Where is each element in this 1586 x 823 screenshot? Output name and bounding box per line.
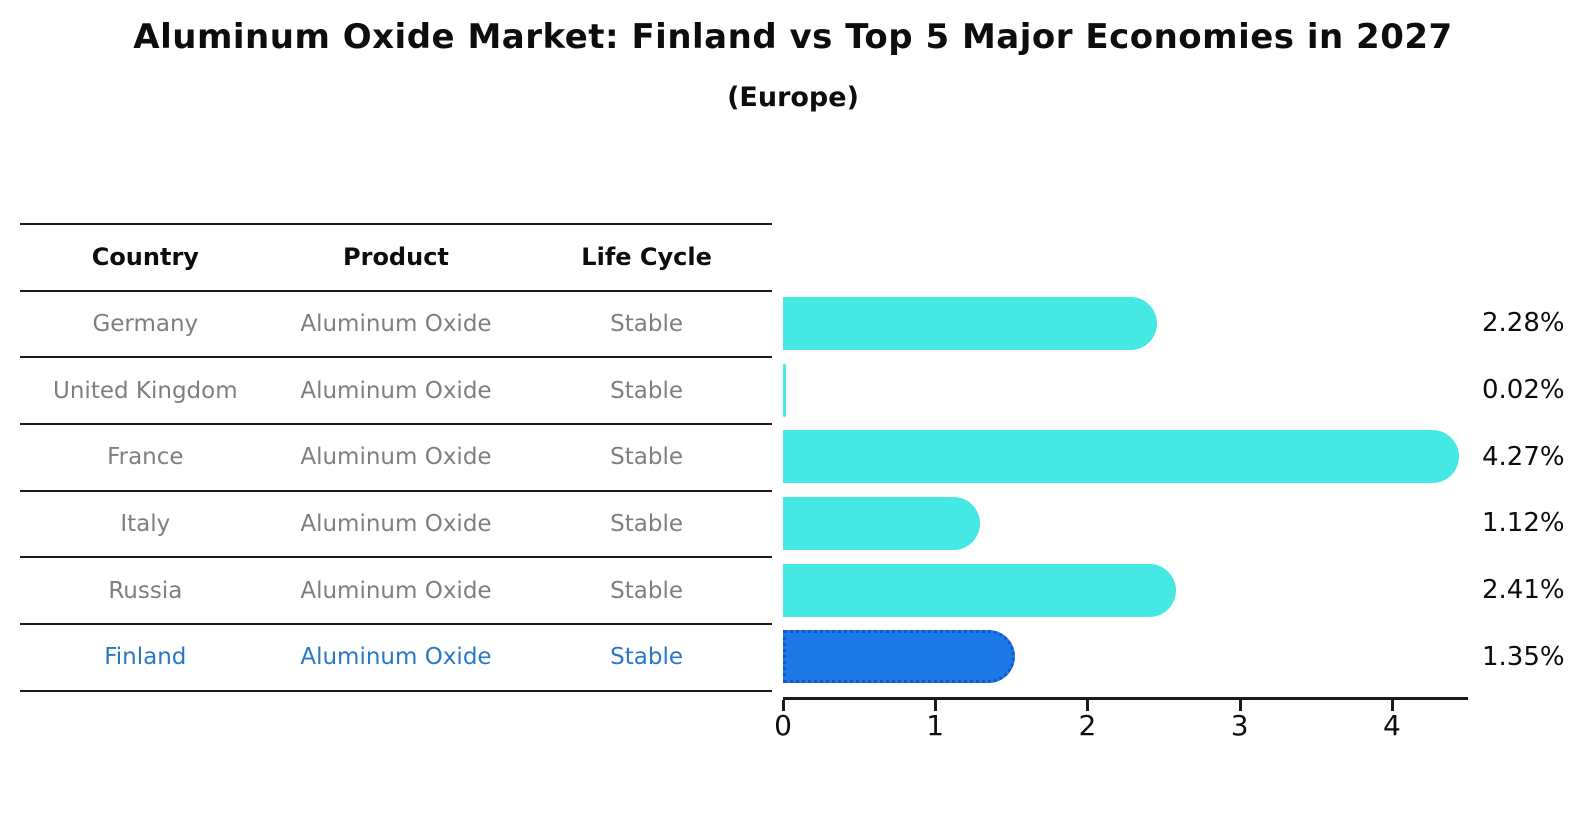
x-axis-tick [1390, 700, 1394, 711]
x-axis-tick [1086, 700, 1090, 711]
table-cell-country: Italy [120, 511, 171, 538]
value-label-row: 1.35% [1482, 623, 1586, 690]
bars-area [783, 290, 1483, 690]
table-row: Germany Aluminum Oxide Stable [20, 292, 772, 359]
bar-row [783, 290, 1483, 357]
bar-row [783, 423, 1483, 490]
table-cell-life-cycle: Stable [610, 377, 684, 404]
table-cell-life-cycle: Stable [610, 511, 684, 538]
value-label: 1.35% [1482, 641, 1565, 672]
table-header-cell: Country [91, 243, 199, 272]
table-cell-product: Aluminum Oxide [300, 311, 492, 338]
bar-russia [783, 563, 1177, 617]
x-axis-tick [1238, 700, 1242, 711]
table-cell-country: Finland [104, 644, 187, 671]
x-axis-tick [934, 700, 938, 711]
value-label-row: 0.02% [1482, 357, 1586, 424]
value-label-row: 4.27% [1482, 423, 1586, 490]
table-header-cell: Product [343, 243, 449, 272]
chart-subtitle: (Europe) [727, 82, 859, 113]
table-cell-product: Aluminum Oxide [300, 511, 492, 538]
table-cell-product: Aluminum Oxide [300, 444, 492, 471]
table-cell-product: Aluminum Oxide [300, 577, 492, 604]
bar-italy [783, 496, 980, 550]
table-cell-country: Germany [92, 311, 199, 338]
table-cell-life-cycle: Stable [610, 577, 684, 604]
value-label: 4.27% [1482, 441, 1565, 472]
country-table: Country Product Life Cycle Germany Aluminum … [20, 223, 772, 692]
value-label-row: 1.12% [1482, 490, 1586, 557]
x-axis-tick-label: 2 [1078, 709, 1097, 742]
table-row: France Aluminum Oxide Stable [20, 425, 772, 492]
chart-title: Aluminum Oxide Market: Finland vs Top 5 … [133, 17, 1453, 57]
value-label-row: 2.41% [1482, 557, 1586, 624]
table-cell-life-cycle: Stable [610, 311, 684, 338]
value-labels: 2.28% 0.02% 4.27% 1.12% 2.41% 1.35% [1482, 290, 1586, 690]
table-row: United Kingdom Aluminum Oxide Stable [20, 358, 772, 426]
bar-france [783, 430, 1460, 484]
table-cell-product: Aluminum Oxide [300, 377, 492, 404]
value-label: 2.28% [1482, 308, 1565, 339]
table-row: Finland Aluminum Oxide Stable [20, 625, 772, 692]
bar-row [783, 623, 1483, 690]
value-label-row: 2.28% [1482, 290, 1586, 357]
x-axis-tick-label: 3 [1230, 709, 1249, 742]
table-cell-country: Russia [108, 577, 183, 604]
table-row: Russia Aluminum Oxide Stable [20, 558, 772, 626]
x-axis-tick-label: 4 [1382, 709, 1401, 742]
bar-germany [783, 296, 1157, 350]
table-cell-life-cycle: Stable [610, 444, 684, 471]
table-header-row: Country Product Life Cycle [20, 225, 772, 292]
bar-finland [783, 630, 1015, 684]
value-label: 0.02% [1482, 375, 1565, 406]
x-axis-tick [782, 700, 785, 711]
value-label: 1.12% [1482, 508, 1565, 539]
table-cell-life-cycle: Stable [610, 644, 684, 671]
table-cell-country: France [107, 444, 184, 471]
table-header-cell: Life Cycle [581, 243, 712, 272]
bar-row [783, 557, 1483, 624]
bar-row [783, 490, 1483, 557]
bar-row [783, 357, 1483, 424]
x-axis-line [783, 697, 1468, 700]
x-axis-tick-label: 0 [774, 709, 792, 742]
table-cell-country: United Kingdom [53, 377, 238, 404]
bar-united-kingdom [783, 363, 787, 417]
x-axis-tick-label: 1 [926, 709, 945, 742]
table-row: Italy Aluminum Oxide Stable [20, 492, 772, 559]
value-label: 2.41% [1482, 575, 1565, 606]
table-cell-product: Aluminum Oxide [300, 644, 492, 671]
